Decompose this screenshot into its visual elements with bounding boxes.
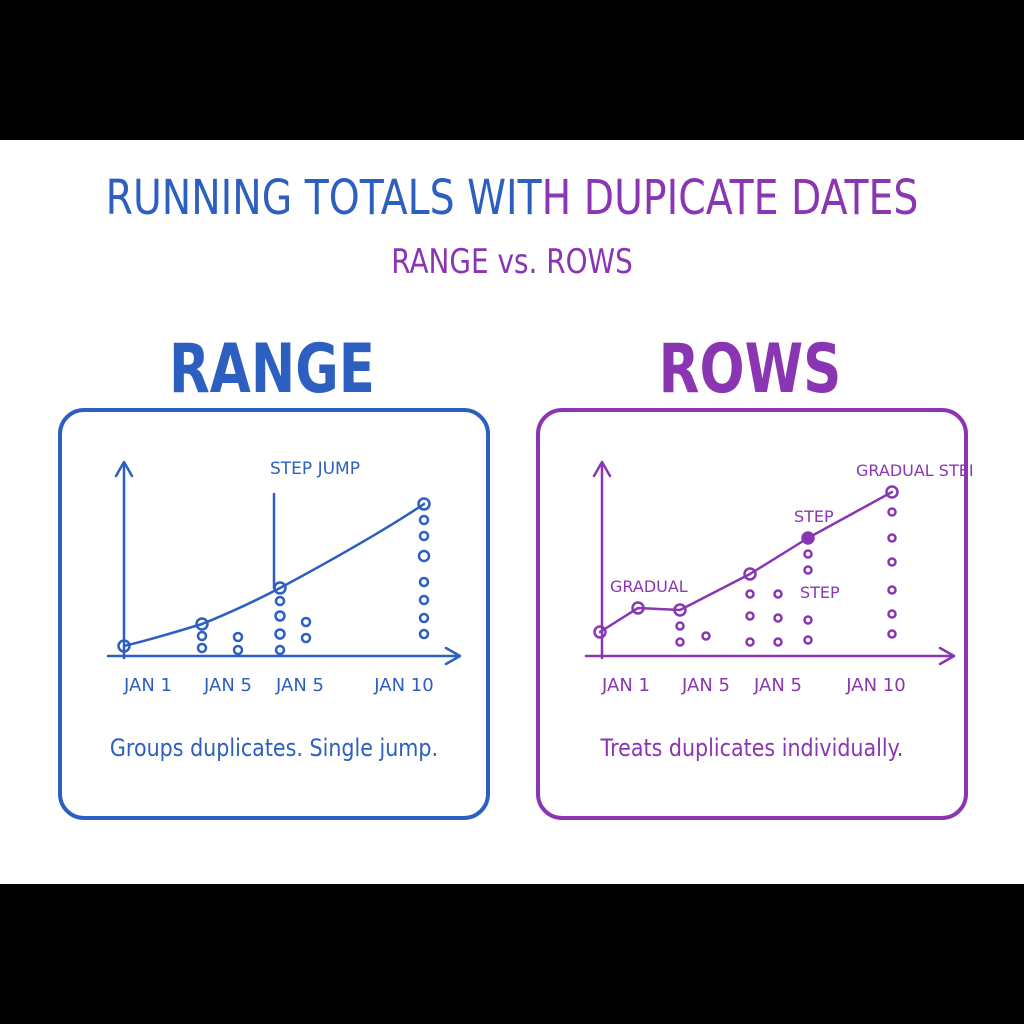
rows-duplicate-dot — [745, 637, 755, 647]
range-annotation-step-jump: STEP JUMP — [270, 459, 360, 479]
range-point — [117, 639, 131, 653]
page-subtitle: RANGE vs. ROWS — [391, 242, 633, 282]
rows-duplicate-dot — [887, 585, 897, 595]
range-duplicate-dot — [418, 594, 430, 606]
range-heading: RANGE — [168, 330, 376, 409]
diagram-canvas: RUNNING TOTALS WITH DUPICATE DATES RANGE… — [0, 140, 1024, 884]
rows-point — [885, 485, 899, 499]
range-duplicate-dot — [274, 644, 286, 656]
range-x-tick: JAN 5 — [275, 675, 324, 696]
rows-duplicate-dot — [803, 549, 813, 559]
rows-point — [743, 567, 757, 581]
range-duplicate-dot — [418, 576, 430, 588]
rows-point — [801, 531, 815, 545]
rows-duplicate-dot — [745, 611, 755, 621]
range-point — [195, 617, 209, 631]
rows-duplicate-dot — [803, 635, 813, 645]
range-caption: Groups duplicates. Single jump. — [109, 734, 439, 762]
rows-annotation-gradual-step: GRADUAL STEP — [856, 461, 972, 480]
range-y-arrow — [114, 460, 134, 478]
rows-x-tick: JAN 5 — [753, 675, 802, 696]
range-x-tick: JAN 1 — [123, 675, 172, 696]
range-duplicate-dot — [417, 549, 431, 563]
rows-x-tick: JAN 5 — [681, 675, 730, 696]
range-duplicate-dot — [196, 642, 208, 654]
range-duplicate-dot — [232, 644, 244, 656]
rows-point — [673, 603, 687, 617]
range-duplicate-dot — [196, 630, 208, 642]
rows-duplicate-dot — [773, 637, 783, 647]
rows-chart: GRADUAL STEP STEP GRADUAL STEP JAN 1 JAN… — [584, 460, 972, 696]
rows-heading: ROWS — [658, 330, 842, 409]
rows-duplicate-dot — [773, 589, 783, 599]
range-duplicate-dot — [274, 595, 286, 607]
rows-x-tick: JAN 1 — [601, 675, 650, 696]
rows-duplicate-dot — [887, 533, 897, 543]
rows-y-arrow — [592, 460, 612, 478]
range-duplicate-dot — [418, 612, 430, 624]
range-duplicate-dot — [418, 628, 430, 640]
range-x-tick: JAN 10 — [373, 675, 433, 696]
range-panel: STEP JUMP JAN 1 JAN 5 JAN 5 JAN 10 Group… — [58, 408, 490, 820]
rows-duplicate-dot — [887, 609, 897, 619]
range-running-total-line — [122, 502, 426, 648]
range-x-arrow — [444, 646, 462, 666]
range-duplicate-dot — [274, 610, 286, 622]
rows-panel: GRADUAL STEP STEP GRADUAL STEP JAN 1 JAN… — [536, 408, 972, 820]
range-duplicate-dot — [300, 616, 312, 628]
range-duplicate-dot — [274, 628, 286, 640]
rows-annotation-step: STEP — [794, 507, 834, 526]
rows-x-arrow — [938, 646, 956, 666]
page-title: RUNNING TOTALS WITH DUPICATE DATES — [92, 170, 932, 226]
range-duplicate-dot — [418, 530, 430, 542]
range-chart: STEP JUMP JAN 1 JAN 5 JAN 5 JAN 10 — [106, 459, 462, 696]
rows-duplicate-dot — [675, 637, 685, 647]
range-point — [273, 581, 287, 595]
rows-annotation-gradual: GRADUAL — [610, 577, 688, 596]
rows-point — [631, 601, 645, 615]
title-part-blue: RUNNING TOTALS WIT — [105, 170, 542, 226]
rows-duplicate-dot — [887, 629, 897, 639]
range-duplicate-dot — [300, 632, 312, 644]
rows-duplicate-dot — [887, 557, 897, 567]
rows-duplicate-dot — [675, 621, 685, 631]
range-duplicate-dot — [232, 631, 244, 643]
rows-duplicate-dot — [803, 565, 813, 575]
range-point — [417, 497, 431, 511]
range-duplicate-dot — [418, 514, 430, 526]
rows-point — [593, 625, 607, 639]
rows-duplicate-dot — [803, 615, 813, 625]
rows-duplicate-dot — [887, 507, 897, 517]
rows-duplicate-dot — [701, 631, 711, 641]
rows-duplicate-dot — [773, 613, 783, 623]
rows-x-tick: JAN 10 — [845, 675, 905, 696]
rows-running-total-line — [598, 490, 894, 634]
title-part-purple: H DUPICATE DATES — [541, 170, 919, 226]
range-x-tick: JAN 5 — [203, 675, 252, 696]
rows-duplicate-dot — [745, 589, 755, 599]
rows-caption: Treats duplicates individually. — [600, 734, 904, 762]
rows-annotation-step: STEP — [800, 583, 840, 602]
